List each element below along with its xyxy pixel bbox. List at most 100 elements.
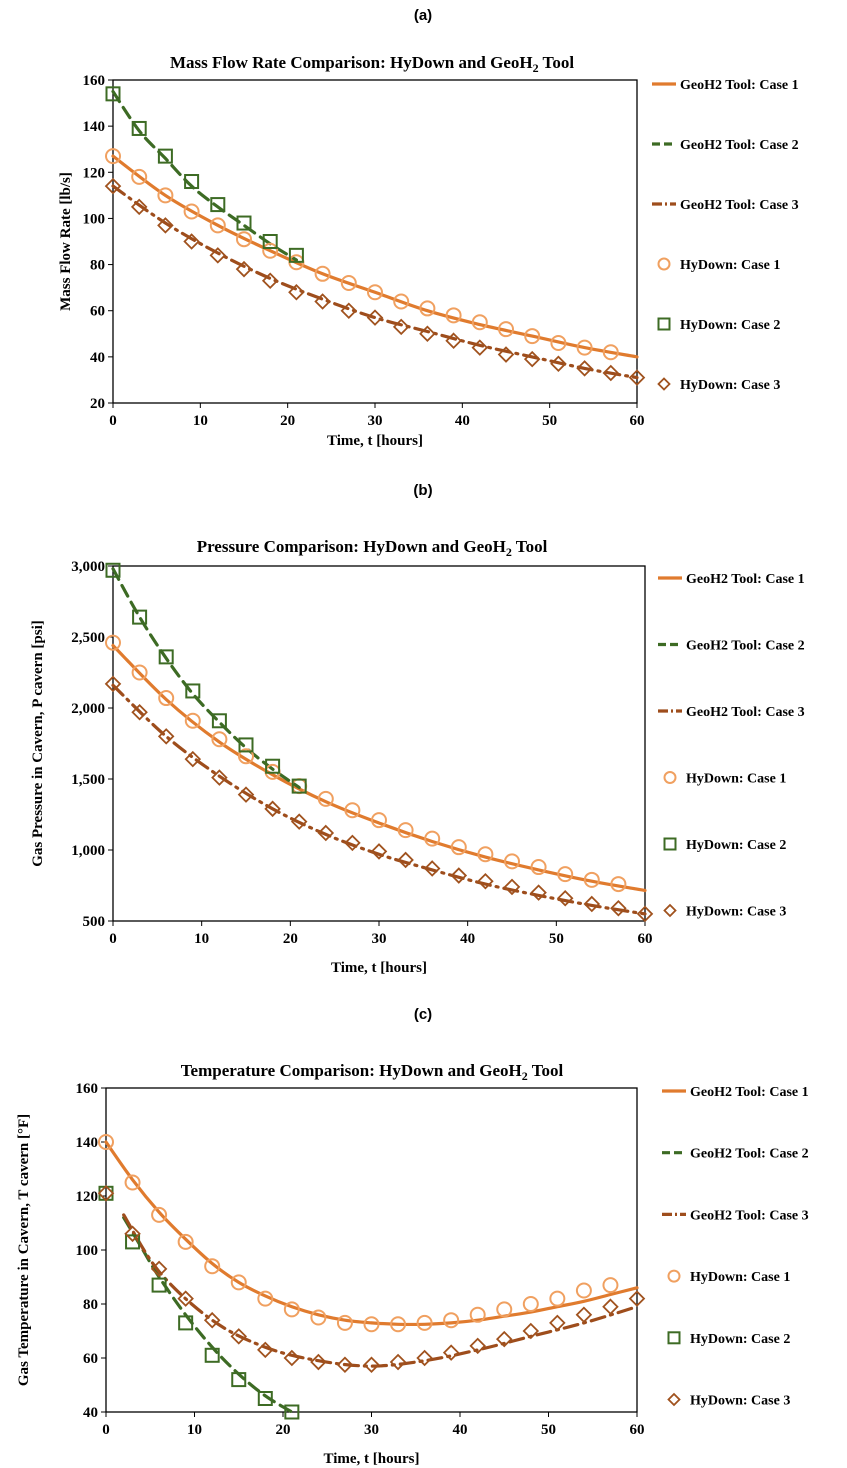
y-tick-label: 20 <box>90 396 105 412</box>
data-point <box>157 148 173 164</box>
data-point <box>185 683 201 699</box>
data-point <box>178 1315 194 1331</box>
data-point <box>265 758 281 774</box>
y-tick-label: 2,000 <box>71 701 105 717</box>
x-tick-label: 50 <box>541 1422 556 1438</box>
data-point <box>522 1322 540 1340</box>
data-point <box>98 1134 114 1150</box>
x-tick-label: 0 <box>109 413 117 429</box>
data-point <box>105 634 121 651</box>
data-point <box>314 265 331 282</box>
data-point <box>628 1290 646 1307</box>
data-point <box>602 1277 619 1294</box>
data-point <box>336 1356 354 1374</box>
series-4 <box>98 1134 619 1333</box>
chart-panel-b: (b) Pressure Comparison: HyDown and GeoH2… <box>30 482 805 976</box>
legend-label: GeoH2 Tool: Case 3 <box>680 198 799 213</box>
data-point <box>314 293 331 310</box>
y-tick-label: 140 <box>83 119 106 135</box>
data-point <box>393 293 410 310</box>
data-point <box>602 344 619 361</box>
data-point <box>367 284 383 301</box>
data-point <box>363 1356 380 1374</box>
data-point <box>424 830 441 847</box>
x-tick-label: 0 <box>102 1422 110 1438</box>
data-point <box>471 339 489 356</box>
panel-label: (c) <box>414 1006 432 1023</box>
data-point <box>556 890 574 907</box>
data-point <box>575 1282 592 1299</box>
x-axis-label: Time, t [hours] <box>327 433 423 449</box>
x-tick-label: 40 <box>453 1422 468 1438</box>
data-point <box>469 1337 486 1355</box>
data-point <box>576 360 593 377</box>
data-point <box>450 839 467 856</box>
legend-swatch <box>657 317 671 331</box>
legend-swatch <box>663 771 677 784</box>
x-tick-label: 50 <box>549 931 564 947</box>
y-tick-label: 120 <box>76 1189 99 1205</box>
data-point <box>497 346 515 363</box>
data-point <box>130 198 148 216</box>
legend-label: HyDown: Case 2 <box>690 1332 790 1347</box>
data-point <box>288 283 305 301</box>
y-axis-label: Gas Pressure in Cavern, P cavern [psi] <box>30 620 46 867</box>
data-point <box>477 846 494 863</box>
plot-area <box>105 1087 638 1413</box>
data-point <box>522 1296 539 1312</box>
data-point <box>131 703 148 721</box>
legend-label: GeoH2 Tool: Case 2 <box>686 639 805 654</box>
data-point <box>288 247 304 263</box>
y-tick-label: 160 <box>76 1081 99 1097</box>
data-point <box>575 1306 593 1324</box>
data-point <box>151 1277 167 1293</box>
data-point <box>397 822 414 839</box>
legend-item: GeoH2 Tool: Case 1 <box>652 78 799 93</box>
series-4 <box>105 634 627 893</box>
data-point <box>583 895 601 913</box>
data-point <box>131 168 148 185</box>
data-point <box>445 307 462 324</box>
x-tick-label: 60 <box>638 931 653 947</box>
data-point <box>124 1174 141 1191</box>
data-point <box>477 872 494 890</box>
data-point <box>549 1314 566 1332</box>
chart-title: Temperature Comparison: HyDown and GeoH2… <box>181 1061 564 1083</box>
legend-label: GeoH2 Tool: Case 3 <box>686 705 805 720</box>
series-2 <box>122 1216 294 1414</box>
x-tick-label: 20 <box>276 1422 291 1438</box>
data-point <box>503 878 521 896</box>
data-point <box>471 314 488 331</box>
y-tick-label: 120 <box>83 165 106 181</box>
data-point <box>158 690 175 707</box>
data-point <box>157 728 175 745</box>
data-point <box>131 664 148 681</box>
legend-label: HyDown: Case 2 <box>686 838 786 853</box>
x-tick-label: 40 <box>455 413 470 429</box>
legend-label: GeoH2 Tool: Case 3 <box>690 1208 809 1223</box>
data-point <box>550 355 567 373</box>
data-point <box>530 859 547 876</box>
legend-item: HyDown: Case 3 <box>667 1392 790 1409</box>
legend-swatch <box>667 1331 681 1345</box>
data-point <box>237 786 255 803</box>
x-tick-label: 20 <box>280 413 295 429</box>
legend-item: HyDown: Case 2 <box>663 837 786 853</box>
legend-item: HyDown: Case 2 <box>667 1331 790 1347</box>
x-tick-label: 40 <box>460 931 475 947</box>
data-point <box>238 748 254 765</box>
legend-swatch <box>667 1392 681 1407</box>
series-5 <box>105 86 304 263</box>
data-point <box>310 1353 327 1371</box>
data-point <box>340 275 357 292</box>
series-6 <box>104 177 646 386</box>
y-tick-label: 40 <box>90 350 105 366</box>
data-point <box>236 215 252 231</box>
data-point <box>344 802 361 819</box>
data-point <box>209 247 227 264</box>
legend-label: GeoH2 Tool: Case 1 <box>686 572 805 587</box>
y-axis-label: Mass Flow Rate [lb/s] <box>58 172 74 311</box>
data-point <box>261 272 279 289</box>
legend-label: HyDown: Case 3 <box>690 1394 790 1409</box>
